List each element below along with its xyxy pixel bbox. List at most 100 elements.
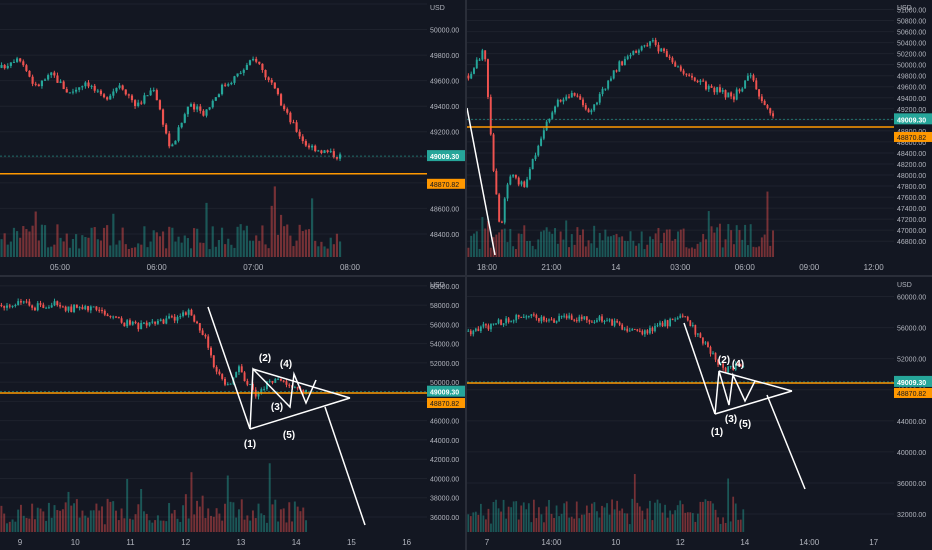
- volume-bar: [140, 488, 143, 532]
- candle-body: [130, 95, 134, 101]
- volume-bar: [263, 515, 266, 532]
- candle-body: [755, 80, 758, 90]
- chart-panel-top-right[interactable]: 51000.00 50800.00 50600.00 50400.00 50200.00…: [467, 0, 932, 275]
- candle-body: [540, 316, 543, 322]
- candle-body: [117, 316, 120, 319]
- chart-panel-bottom-right[interactable]: 60000.0056000.0052000.0048000.0044000.00…: [467, 277, 932, 550]
- candle-body: [654, 325, 656, 332]
- volume-bar: [644, 519, 646, 532]
- candle-body: [189, 104, 193, 107]
- candle-body: [545, 121, 548, 131]
- volume-bar: [276, 234, 280, 257]
- volume-bar: [704, 499, 707, 532]
- candle-body: [56, 75, 59, 83]
- candle-body: [96, 90, 99, 92]
- candle-body: [615, 70, 618, 72]
- candle-body: [729, 365, 732, 367]
- volume-bar: [137, 243, 140, 257]
- candle-body: [467, 75, 470, 79]
- time-tick-label: 09:00: [799, 263, 820, 272]
- volume-bar: [470, 235, 473, 257]
- time-tick-label: 11: [126, 538, 135, 547]
- volume-bar: [193, 514, 196, 532]
- last-price-badge: [894, 375, 932, 387]
- candle-body: [523, 181, 526, 187]
- volume-bar: [232, 502, 235, 532]
- volume-bar: [264, 244, 267, 257]
- candle-body: [120, 318, 123, 323]
- volume-bar: [657, 227, 660, 257]
- time-tick-label: 10: [611, 538, 620, 547]
- volume-bar: [149, 241, 152, 257]
- volume-bar: [237, 509, 240, 532]
- volume-bar: [472, 512, 475, 532]
- volume-bar: [115, 510, 117, 532]
- price-tick-label: 48200.00: [897, 162, 926, 169]
- volume-bar: [182, 505, 185, 532]
- volume-bar: [717, 517, 719, 532]
- breakdown-projection-line: [766, 394, 806, 490]
- candle-body: [601, 316, 603, 322]
- candle-body: [210, 347, 212, 356]
- level-price-badge: [894, 131, 932, 142]
- candle-body: [506, 184, 509, 199]
- volume-bar: [320, 241, 323, 257]
- candle-body: [722, 363, 724, 368]
- volume-bar: [626, 513, 629, 532]
- volume-bar: [33, 519, 36, 532]
- level-price-badge: [894, 387, 932, 398]
- candle-body: [0, 65, 3, 68]
- wave-label: (2): [259, 353, 271, 364]
- volume-bar: [530, 522, 533, 532]
- volume-bar: [189, 248, 193, 257]
- volume-bar: [50, 517, 53, 532]
- candle-body: [638, 330, 641, 332]
- candle-body: [732, 96, 735, 100]
- candle-body: [28, 301, 31, 306]
- candle-body: [676, 317, 679, 320]
- volume-bar: [573, 518, 576, 532]
- volume-bar: [507, 506, 510, 532]
- volume-bar: [769, 245, 772, 257]
- candle-body: [732, 365, 735, 370]
- candle-body: [616, 320, 619, 323]
- candle-body: [265, 381, 268, 390]
- candle-body: [25, 65, 28, 71]
- candle-body: [668, 56, 671, 58]
- volume-bar: [242, 230, 245, 257]
- volume-bar: [173, 509, 176, 532]
- volume-bar: [115, 244, 118, 257]
- time-tick-label: 14: [292, 538, 301, 547]
- candle-body: [142, 322, 145, 324]
- volume-bar: [99, 240, 103, 257]
- candle-body: [716, 87, 719, 93]
- volume-bar: [562, 239, 565, 257]
- candle-body: [514, 174, 517, 178]
- chart-panel-top-left[interactable]: 50000.00 49800.00 49600.00 49400.00 49200.00…: [0, 0, 465, 275]
- candle-body: [115, 316, 117, 318]
- volume-bar: [737, 519, 740, 532]
- candle-body: [202, 110, 205, 116]
- candle-body: [718, 87, 721, 92]
- candle-body: [580, 316, 583, 320]
- volume-bar: [67, 491, 70, 532]
- candle-body: [737, 363, 740, 365]
- candle-body: [75, 304, 78, 308]
- candle-body: [59, 305, 62, 307]
- volume-bar: [636, 502, 639, 532]
- candle-body: [243, 372, 246, 382]
- candle-body: [545, 320, 548, 322]
- volume-bar: [240, 499, 243, 532]
- candle-body: [593, 321, 596, 323]
- volume-bar: [677, 231, 679, 257]
- time-tick-label: 06:00: [147, 263, 168, 272]
- candle-body: [98, 309, 101, 311]
- candle-body: [702, 80, 705, 82]
- volume-bar: [467, 247, 470, 257]
- volume-bar: [65, 233, 68, 257]
- chart-panel-bottom-left[interactable]: 60000.00 58000.00 56000.00 54000.00 52000.00…: [0, 277, 465, 550]
- price-tick-label: 49600.00: [897, 85, 926, 92]
- candle-body: [84, 82, 87, 87]
- candle-body: [467, 330, 470, 332]
- candle-body: [211, 100, 214, 108]
